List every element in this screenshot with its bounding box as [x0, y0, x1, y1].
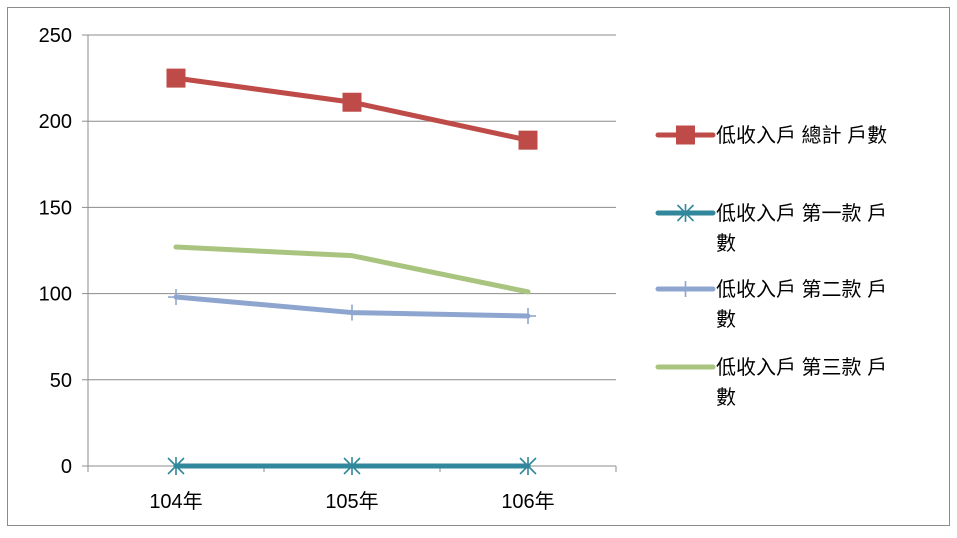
y-tick-label: 50: [50, 370, 72, 392]
legend-entry-3: 低收入戶 第二款 戶數: [655, 278, 887, 331]
y-tick-label: 100: [39, 284, 72, 306]
legend-label: 低收入戶 第一款 戶: [716, 202, 887, 225]
legend-label: 低收入戶 總計 戶數: [716, 124, 887, 147]
legend-label: 數: [716, 232, 736, 255]
legend-label: 數: [716, 308, 736, 331]
data-point: [519, 457, 537, 475]
legend-label: 低收入戶 第二款 戶: [716, 278, 887, 301]
y-tick-label: 200: [39, 111, 72, 133]
axes: 0 50 100 150 200 250 104年 105年 106年: [39, 25, 617, 513]
data-point: [520, 308, 536, 325]
series-1: [166, 68, 538, 150]
series-2: [167, 457, 537, 475]
chart-border: [7, 7, 950, 526]
data-point: [167, 457, 185, 475]
series-line: [173, 244, 531, 295]
data-point: [343, 457, 361, 475]
series-3: [168, 289, 536, 325]
legend-entry-4: 低收入戶 第三款 戶數: [655, 356, 887, 409]
data-point: [342, 92, 362, 112]
x-tick-label: 104年: [149, 490, 202, 513]
legend-swatch-marker: [676, 125, 695, 145]
legend-label: 數: [716, 386, 736, 409]
legend-swatch-marker: [677, 281, 694, 297]
y-tick-label: 0: [61, 456, 72, 478]
data-point: [518, 130, 538, 150]
y-tick-label: 250: [39, 25, 72, 47]
data-point: [168, 289, 184, 306]
y-tick-label: 150: [39, 197, 72, 219]
legend-entry-2: 低收入戶 第一款 戶數: [655, 202, 887, 255]
legend-entry-1: 低收入戶 總計 戶數: [655, 124, 887, 147]
series-4: [173, 244, 531, 295]
data-point: [344, 304, 360, 321]
legend-swatch-marker: [676, 204, 695, 222]
x-tick-label: 106年: [501, 490, 554, 513]
legend-label: 低收入戶 第三款 戶: [716, 356, 887, 379]
data-point: [166, 68, 186, 88]
series-lines: [166, 68, 538, 475]
x-tick-label: 105年: [325, 490, 378, 513]
